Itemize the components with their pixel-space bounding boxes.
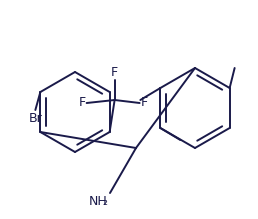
Text: F: F (111, 66, 118, 79)
Text: Br: Br (28, 112, 42, 125)
Text: F: F (78, 97, 86, 110)
Text: F: F (141, 97, 148, 110)
Text: NH: NH (89, 195, 108, 208)
Text: ₂: ₂ (87, 195, 108, 208)
